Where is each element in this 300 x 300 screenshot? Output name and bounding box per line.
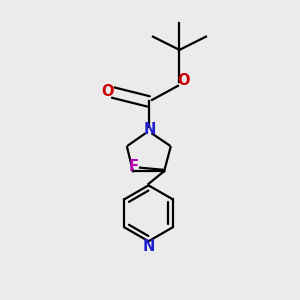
Text: F: F	[128, 159, 138, 174]
Text: O: O	[102, 84, 114, 99]
Text: N: N	[143, 122, 156, 137]
Text: O: O	[178, 73, 190, 88]
Text: N: N	[142, 239, 155, 254]
